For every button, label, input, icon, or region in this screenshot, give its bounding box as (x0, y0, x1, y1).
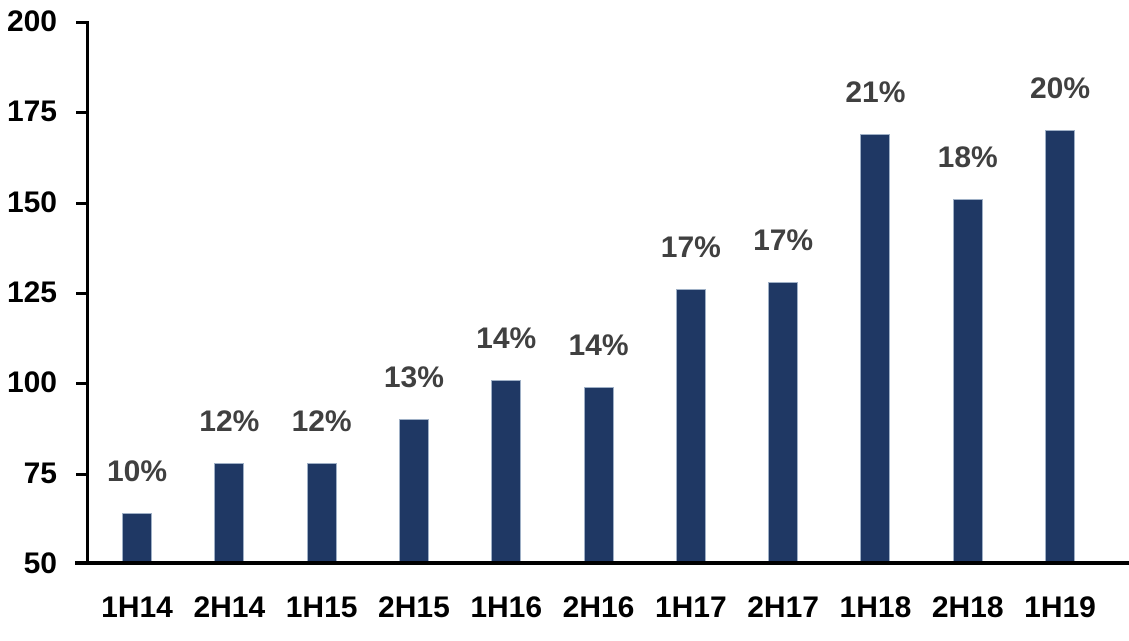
bar-1H16 (491, 379, 522, 564)
bar-data-label: 14% (568, 328, 629, 362)
bar-data-label: 10% (106, 455, 168, 489)
x-tick-label: 2H15 (378, 591, 450, 624)
bar-data-label: 12% (199, 404, 260, 438)
bar-data-label: 13% (383, 361, 444, 395)
y-tick-mark (76, 472, 86, 476)
y-tick-label: 150 (6, 185, 57, 219)
bar-data-label: 17% (660, 231, 721, 265)
bar-1H14 (122, 513, 152, 564)
x-tick-label: 2H14 (193, 591, 266, 624)
y-tick-mark (76, 382, 86, 386)
x-tick-label: 1H18 (839, 591, 912, 624)
y-tick-label: 100 (6, 366, 57, 400)
bar-data-label: 17% (753, 224, 814, 258)
y-tick-label: 175 (6, 95, 57, 129)
y-tick-mark (76, 111, 86, 115)
bar-2H17 (768, 282, 799, 564)
bar-data-label: 12% (291, 404, 352, 438)
bar-data-label: 18% (937, 141, 998, 175)
bar-2H14 (214, 462, 245, 564)
bar-2H15 (398, 419, 429, 564)
x-tick-label: 1H19 (1024, 591, 1096, 624)
y-tick-mark (76, 292, 86, 295)
bar-data-label: 14% (476, 321, 537, 355)
y-axis-line (86, 21, 89, 564)
y-tick-mark (76, 201, 86, 205)
x-tick-label: 1H15 (285, 591, 358, 624)
bar-data-label: 21% (845, 76, 906, 109)
x-tick-label: 2H18 (931, 591, 1004, 624)
bar-1H17 (675, 289, 706, 564)
bar-2H16 (583, 386, 614, 564)
bar-1H18 (860, 134, 891, 564)
x-tick-label: 1H16 (470, 591, 543, 624)
y-tick-label: 125 (6, 276, 57, 309)
bar-2H18 (952, 199, 983, 564)
bar-1H19 (1045, 130, 1075, 564)
bar-1H15 (306, 462, 337, 564)
x-axis-line (75, 561, 1129, 565)
y-tick-label: 50 (23, 547, 57, 580)
bar-data-label: 20% (1029, 72, 1091, 106)
y-tick-mark (76, 21, 86, 24)
x-tick-label: 1H14 (101, 591, 173, 624)
x-tick-label: 2H17 (747, 591, 819, 624)
y-tick-label: 75 (23, 456, 57, 490)
x-tick-label: 2H16 (562, 591, 635, 624)
x-tick-label: 1H17 (654, 591, 727, 624)
y-tick-label: 200 (6, 5, 57, 38)
